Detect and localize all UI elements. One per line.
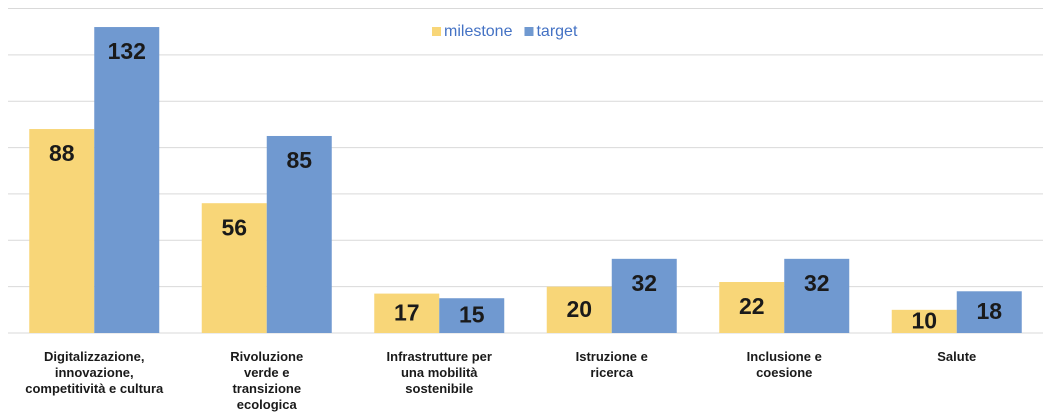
bar <box>891 309 957 333</box>
bar <box>29 129 95 333</box>
value-label: 10 <box>911 307 937 333</box>
bar <box>266 135 332 333</box>
value-label: 20 <box>566 296 592 322</box>
bar <box>201 203 267 333</box>
value-label: 88 <box>49 140 75 166</box>
bar <box>956 291 1022 333</box>
legend-swatch <box>524 27 534 36</box>
x-tick-label: Infrastrutture per una mobilità sostenibil… <box>387 349 492 396</box>
bar <box>374 293 440 333</box>
x-tick-label: Salute <box>937 349 976 364</box>
legend-label: target <box>536 23 577 40</box>
value-label: 18 <box>976 298 1002 324</box>
bar <box>719 282 785 333</box>
legend-label: milestone <box>444 23 513 40</box>
value-label: 22 <box>739 293 765 319</box>
value-label: 17 <box>394 299 420 325</box>
x-tick-label: Inclusione e coesione <box>747 349 822 380</box>
legend-swatch <box>432 27 441 36</box>
bar <box>439 298 505 333</box>
value-label: 56 <box>221 214 247 240</box>
bar <box>784 258 850 333</box>
bar <box>94 27 160 334</box>
value-label: 15 <box>459 302 485 328</box>
bar <box>611 258 677 333</box>
value-label: 85 <box>286 147 312 173</box>
bar <box>546 286 612 333</box>
x-tick-label: Rivoluzione verde e transizione ecologica <box>230 349 303 412</box>
x-tick-label: Digitalizzazione, innovazione, competitivi… <box>25 349 164 396</box>
x-tick-label: Istruzione e ricerca <box>576 349 648 380</box>
value-label: 32 <box>804 270 830 296</box>
value-label: 132 <box>108 38 146 64</box>
value-label: 32 <box>631 270 657 296</box>
